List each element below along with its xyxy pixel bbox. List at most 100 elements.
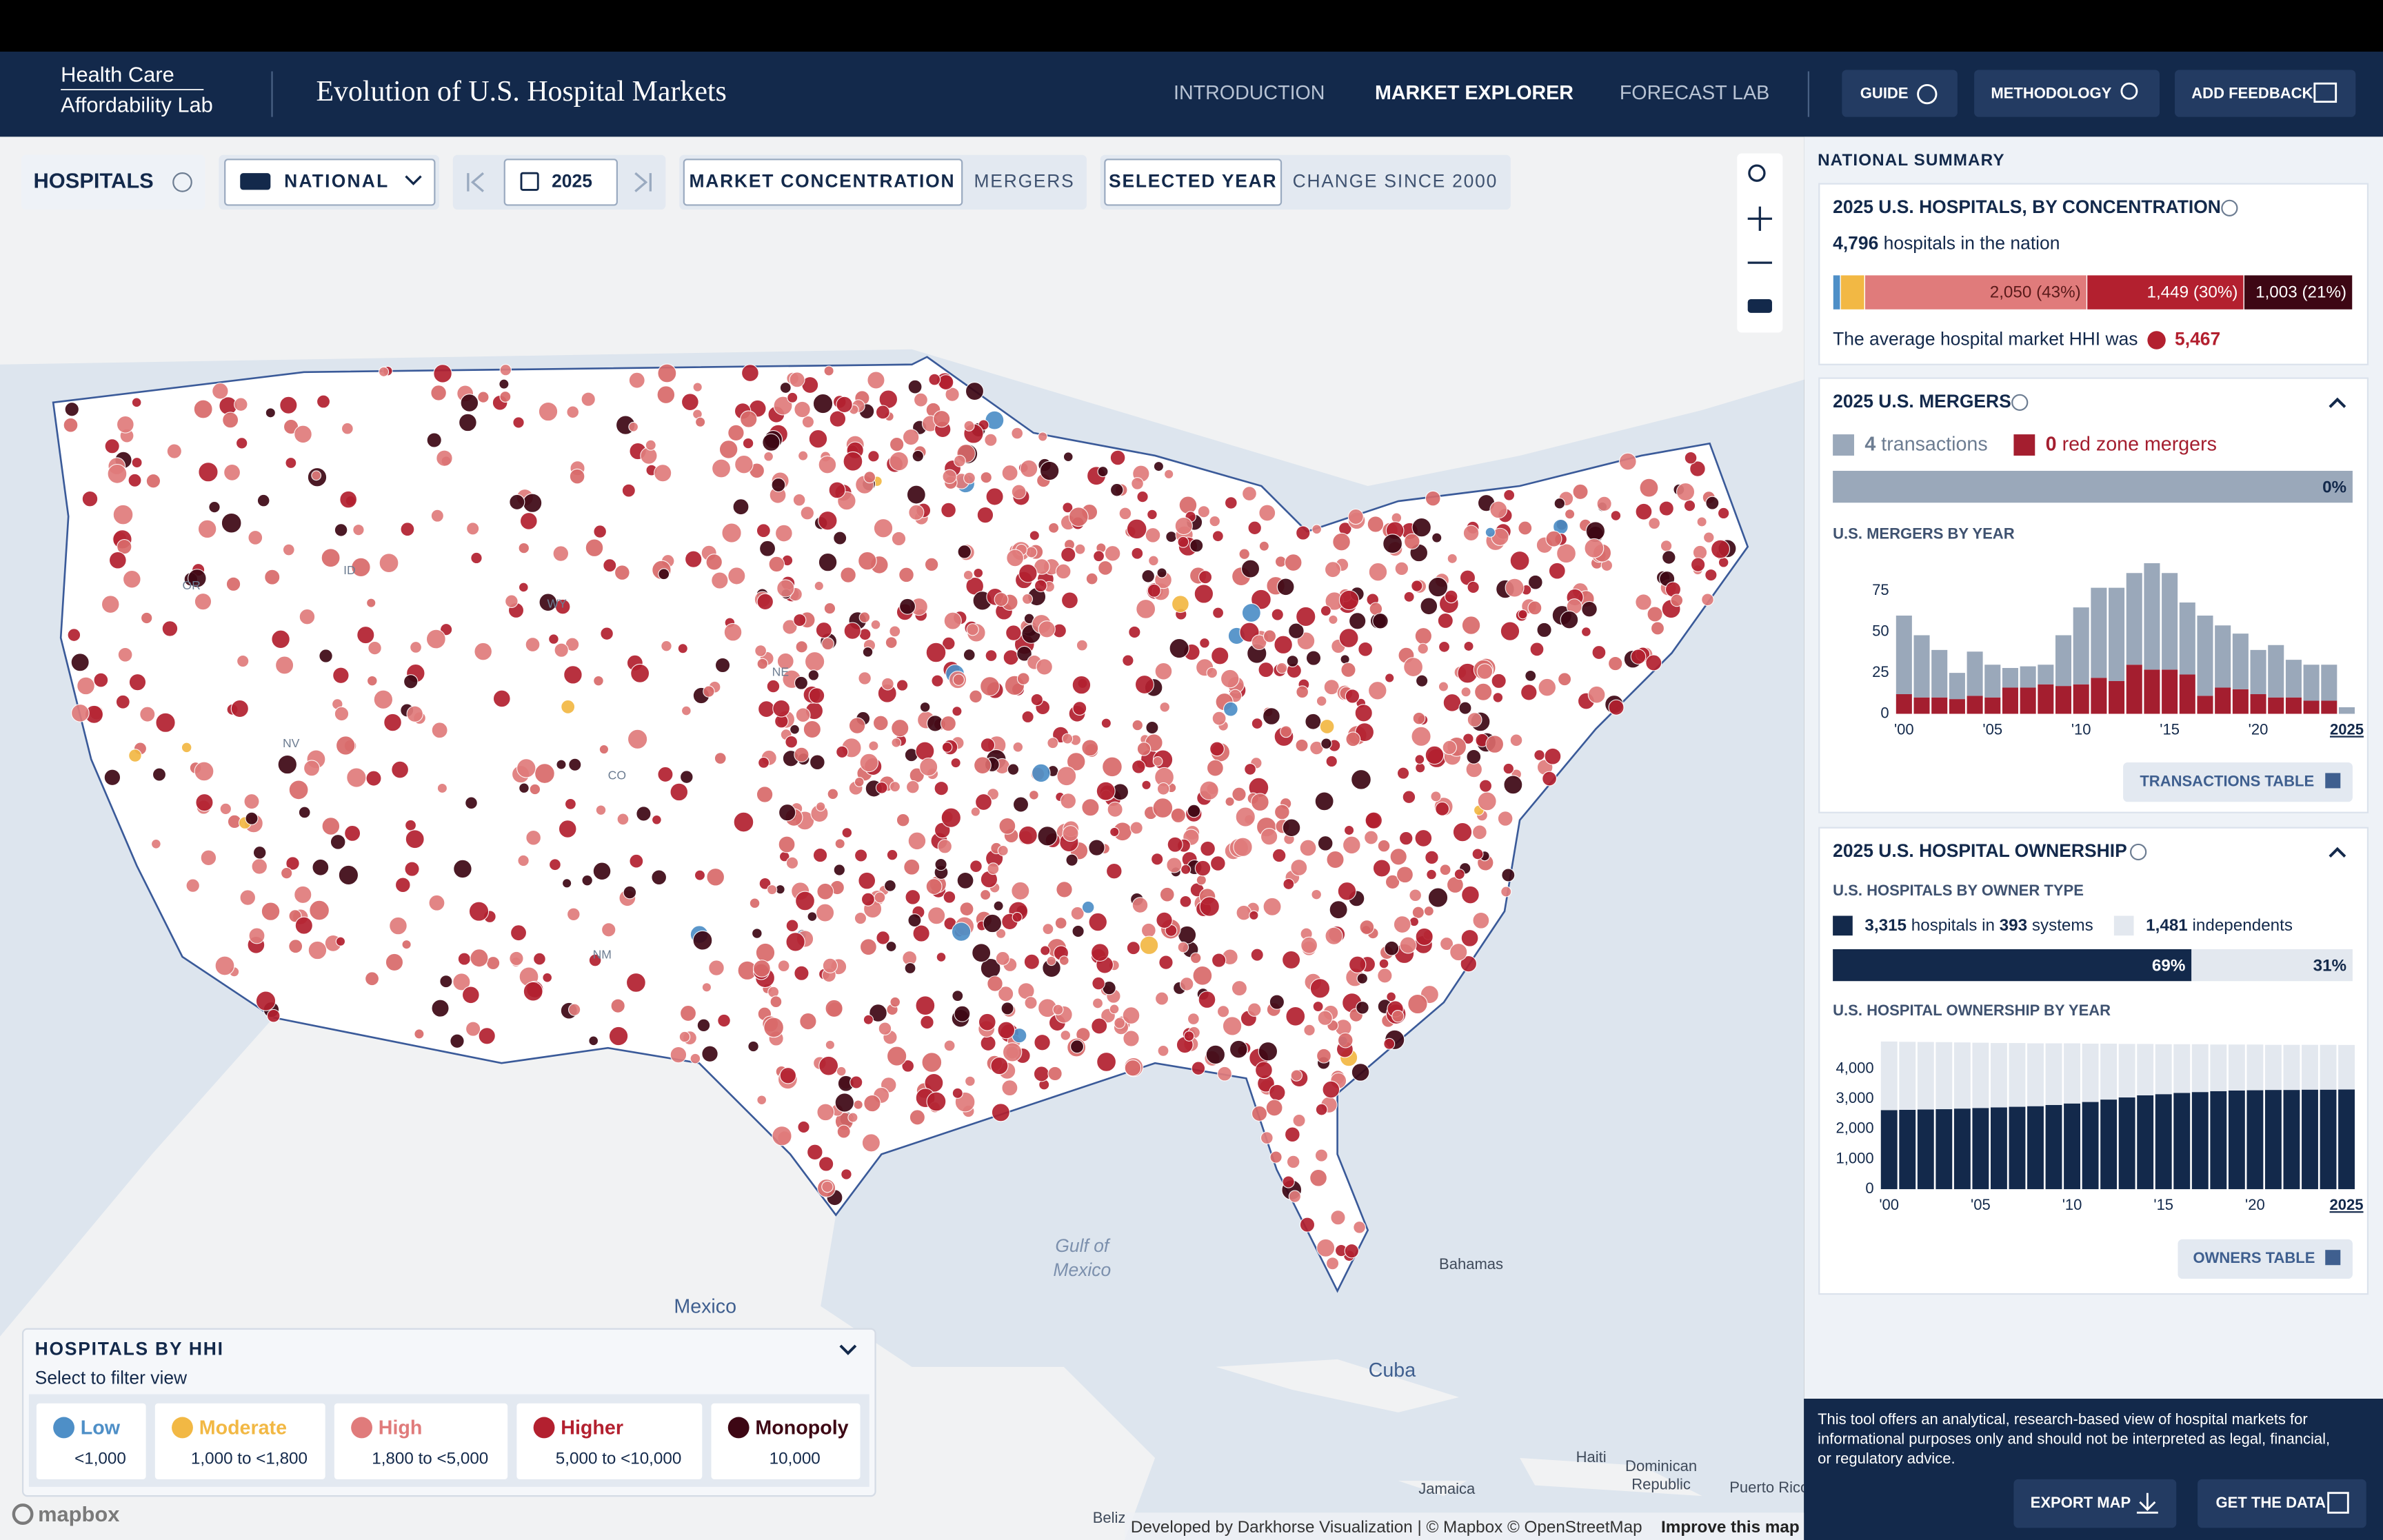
collapse-button[interactable]: [2329, 397, 2346, 408]
layer-label[interactable]: HOSPITALS: [33, 169, 153, 193]
tab-active[interactable]: [1104, 159, 1283, 206]
hospital-dot: [1650, 621, 1665, 636]
y-tick-label: 2,000: [1836, 1119, 1874, 1137]
count: 4,796: [1833, 233, 1878, 254]
button-label[interactable]: EXPORT MAP: [2031, 1494, 2131, 1511]
collapse-button[interactable]: [2329, 847, 2346, 858]
bar: [2210, 1091, 2227, 1190]
hospital-dot: [943, 611, 962, 630]
share-label: 31%: [2313, 957, 2346, 975]
hospital-dot: [1109, 1004, 1120, 1015]
info-icon[interactable]: [2130, 843, 2147, 861]
hospital-dot: [1271, 848, 1287, 863]
hospital-dot: [403, 674, 419, 689]
hospital-dot: [1271, 608, 1284, 621]
bar: [2002, 687, 2018, 714]
tab-label[interactable]: MERGERS: [974, 170, 1075, 191]
region-value[interactable]: NATIONAL: [284, 170, 389, 191]
x-tick-label: '10: [2071, 721, 2091, 738]
hhi-value: 5,467: [2175, 328, 2220, 349]
bar: [2091, 678, 2107, 714]
year-value[interactable]: 2025: [552, 170, 592, 191]
bar: [2118, 1044, 2135, 1098]
hospital-dot: [734, 454, 754, 474]
hospital-dot: [1356, 973, 1369, 984]
nav-link[interactable]: MARKET EXPLORER: [1375, 82, 1573, 104]
hospital-dot: [1070, 906, 1085, 921]
layer-box[interactable]: [21, 154, 205, 210]
collapse-button[interactable]: [839, 1344, 857, 1355]
improve-link[interactable]: Improve this map: [1661, 1518, 1800, 1537]
hospital-dot: [994, 592, 1009, 607]
nav-link[interactable]: INTRODUCTION: [1174, 82, 1325, 104]
feedback-button[interactable]: [2175, 70, 2356, 117]
button-label[interactable]: METHODOLOGY: [1991, 84, 2111, 101]
info-icon[interactable]: [172, 172, 192, 192]
reset-view-button[interactable]: [1747, 299, 1772, 313]
tab-active[interactable]: [683, 159, 963, 206]
logo-line[interactable]: Health Care: [61, 62, 174, 86]
legend-item[interactable]: [334, 1403, 508, 1479]
hospital-dot: [1411, 517, 1431, 538]
hospital-dot: [1236, 904, 1252, 921]
data-button[interactable]: [2198, 1479, 2366, 1528]
button-label[interactable]: OWNERS TABLE: [2193, 1249, 2315, 1266]
water-label: Mexico: [1053, 1259, 1111, 1280]
hospital-dot: [1081, 739, 1099, 757]
hospital-dot: [321, 548, 341, 568]
tab-label[interactable]: CHANGE SINCE 2000: [1293, 170, 1498, 191]
logo-line[interactable]: Affordability Lab: [61, 92, 213, 116]
last-year-button[interactable]: [634, 172, 652, 192]
legend-item[interactable]: [711, 1403, 861, 1479]
methodology-button[interactable]: [1974, 70, 2160, 117]
table-button[interactable]: [2123, 762, 2353, 802]
mapbox-brand[interactable]: mapbox: [38, 1502, 119, 1526]
hospital-dot: [1317, 835, 1334, 851]
legend-item[interactable]: [516, 1403, 703, 1479]
hospital-dot: [516, 758, 536, 778]
hospital-dot: [277, 754, 298, 775]
nav-link[interactable]: FORECAST LAB: [1620, 82, 1769, 104]
year-select[interactable]: [503, 159, 618, 206]
hospital-dot: [1322, 1080, 1340, 1099]
bar: [1880, 1110, 1898, 1190]
hospital-dot: [1430, 791, 1442, 802]
info-icon[interactable]: [2011, 394, 2029, 411]
bar: [2321, 665, 2337, 701]
legend-item[interactable]: [154, 1403, 325, 1479]
button-label[interactable]: GET THE DATA: [2216, 1494, 2326, 1511]
search-button[interactable]: [1748, 164, 1766, 182]
bar: [1913, 635, 1930, 698]
hospital-dot: [1169, 638, 1189, 659]
tab-label[interactable]: SELECTED YEAR: [1109, 170, 1277, 191]
table-button[interactable]: [2178, 1239, 2353, 1279]
bar: [2264, 1044, 2282, 1091]
button-label[interactable]: TRANSACTIONS TABLE: [2140, 772, 2314, 789]
button-label[interactable]: ADD FEEDBACK: [2191, 84, 2313, 101]
hospital-dot: [1151, 853, 1164, 866]
hospital-dot: [1305, 713, 1322, 730]
hospital-dot: [714, 752, 727, 764]
hospital-dot: [509, 951, 524, 966]
hospital-dot: [1447, 553, 1458, 564]
hospital-dot: [706, 867, 725, 886]
hospital-dot: [1284, 1126, 1300, 1143]
hospital-dot: [1384, 940, 1400, 956]
hospital-dot: [288, 939, 303, 954]
first-year-button[interactable]: [467, 172, 484, 192]
guide-button[interactable]: [1842, 70, 1958, 117]
tab-label[interactable]: MARKET CONCENTRATION: [689, 170, 955, 191]
bar: [2126, 573, 2142, 665]
hospital-dot: [1564, 509, 1576, 520]
info-icon[interactable]: [2221, 199, 2238, 216]
hospital-dot: [1251, 589, 1271, 610]
hospital-dot: [756, 523, 771, 538]
zoom-in-button[interactable]: [1747, 206, 1772, 231]
region-select[interactable]: [224, 159, 436, 206]
hospital-dot: [1337, 1032, 1354, 1048]
button-label[interactable]: GUIDE: [1860, 84, 1909, 101]
export-button[interactable]: [2013, 1479, 2177, 1528]
hospital-dot: [1316, 1048, 1331, 1064]
hospital-dot: [858, 611, 871, 623]
hospital-dot: [886, 849, 898, 861]
